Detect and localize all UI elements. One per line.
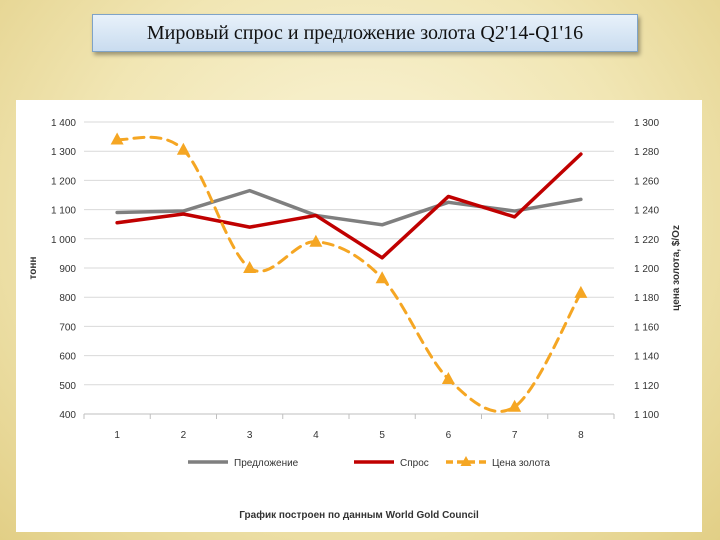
slide-title: Мировый спрос и предложение золота Q2'14… — [92, 14, 638, 52]
y-tick-left: 1 400 — [51, 118, 76, 129]
y-axis-left-label: тонн — [28, 257, 39, 280]
y-tick-left: 400 — [59, 410, 76, 421]
y-tick-right: 1 300 — [634, 118, 659, 129]
series-line — [115, 152, 583, 260]
data-point-marker — [574, 285, 588, 298]
y-tick-left: 900 — [59, 264, 76, 275]
y-tick-right: 1 280 — [634, 147, 659, 158]
y-tick-left: 1 200 — [51, 176, 76, 187]
data-point-marker — [441, 371, 455, 384]
chart-svg: 400 500 600 700 800 900 1 000 1 100 1 200 1 300 1 … — [28, 118, 682, 521]
y-tick-right: 1 100 — [634, 410, 659, 421]
y-tick-left: 500 — [59, 381, 76, 392]
y-tick-left: 600 — [59, 352, 76, 363]
series-line — [115, 135, 583, 413]
series-line — [115, 188, 583, 227]
legend-label: Предложение — [234, 458, 299, 469]
y-tick-right: 1 140 — [634, 352, 659, 363]
data-point-marker — [309, 234, 323, 247]
x-tick-label: 4 — [313, 430, 319, 441]
y-tick-right: 1 220 — [634, 235, 659, 246]
legend-marker — [460, 456, 472, 466]
data-point-marker — [110, 132, 124, 145]
legend-label: Спрос — [400, 458, 429, 469]
y-tick-right: 1 120 — [634, 381, 659, 392]
y-tick-right: 1 200 — [634, 264, 659, 275]
x-tick-label: 5 — [379, 430, 385, 441]
x-tick-label: 2 — [181, 430, 187, 441]
y-tick-right: 1 160 — [634, 322, 659, 333]
y-axis-right-label: цена золота, $/Oz — [671, 225, 682, 311]
chart-panel: 400 500 600 700 800 900 1 000 1 100 1 200 1 300 1 … — [16, 100, 702, 532]
y-tick-left: 1 000 — [51, 235, 76, 246]
data-point-marker — [375, 271, 389, 284]
y-tick-left: 800 — [59, 293, 76, 304]
y-tick-left: 1 300 — [51, 147, 76, 158]
y-tick-right: 1 180 — [634, 293, 659, 304]
x-tick-label: 1 — [114, 430, 120, 441]
data-point-marker — [243, 261, 257, 273]
legend-label: Цена золота — [492, 458, 550, 469]
y-tick-right: 1 240 — [634, 206, 659, 217]
data-point-marker — [508, 399, 522, 412]
data-point-marker — [176, 142, 190, 155]
y-tick-left: 1 100 — [51, 206, 76, 217]
x-tick-label: 8 — [578, 430, 584, 441]
y-tick-right: 1 260 — [634, 176, 659, 187]
x-tick-label: 7 — [512, 430, 518, 441]
x-tick-label: 6 — [446, 430, 452, 441]
y-tick-left: 700 — [59, 322, 76, 333]
source-note: График построен по данным World Gold Cou… — [239, 509, 479, 521]
x-tick-label: 3 — [247, 430, 253, 441]
